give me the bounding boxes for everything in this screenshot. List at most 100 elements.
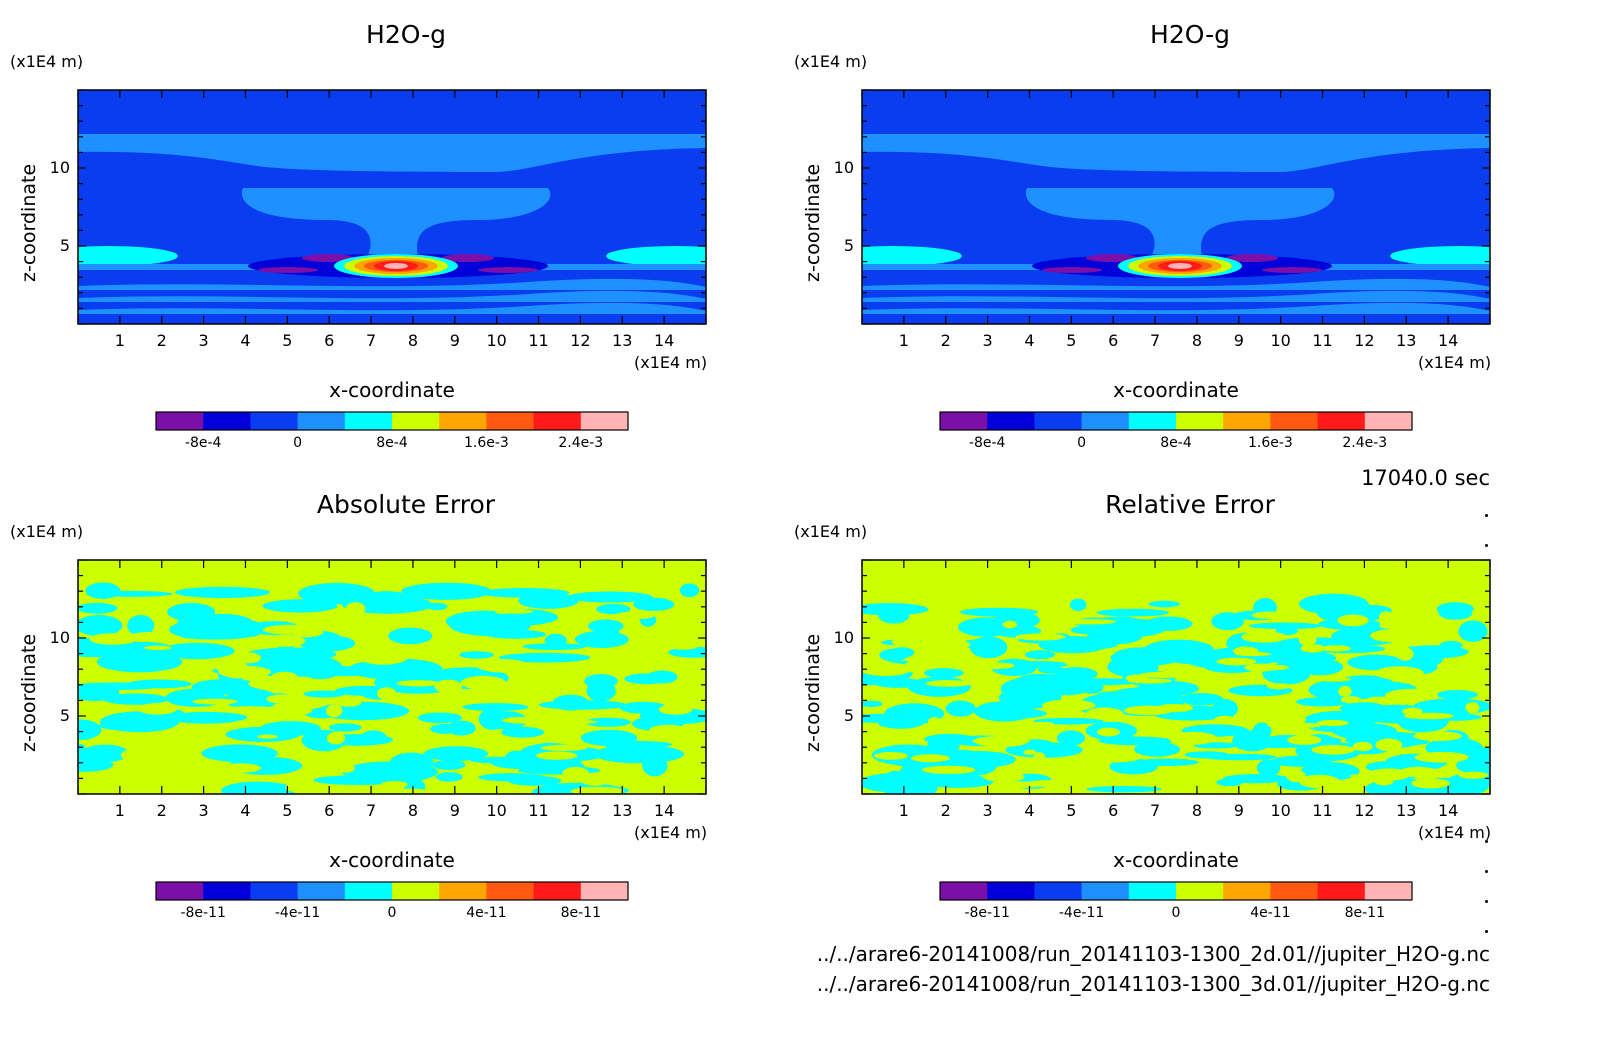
file-path-2: ../../arare6-20141008/run_20141103-1300_… bbox=[816, 972, 1490, 996]
contour-band bbox=[1439, 640, 1463, 650]
contour-band bbox=[478, 773, 547, 782]
x-tick-label: 12 bbox=[1354, 331, 1374, 350]
contour-band bbox=[873, 752, 908, 760]
contour-band bbox=[1385, 688, 1438, 702]
contour-band bbox=[924, 668, 964, 678]
contour-band bbox=[1241, 631, 1288, 643]
x-tick-label: 14 bbox=[1438, 331, 1458, 350]
contour-band bbox=[633, 597, 675, 611]
colorbar-segment bbox=[1128, 882, 1177, 900]
contour-band bbox=[241, 188, 551, 256]
contour-band bbox=[1056, 730, 1085, 746]
contour-band bbox=[345, 602, 366, 615]
contour-band bbox=[1213, 715, 1237, 725]
y-unit-label: (x1E4 m) bbox=[10, 52, 84, 71]
colorbar-frame bbox=[939, 411, 1413, 431]
contour-band bbox=[463, 783, 503, 794]
contour-band bbox=[913, 622, 954, 635]
x-axis-label: x-coordinate bbox=[329, 378, 455, 402]
contour-band bbox=[502, 716, 540, 724]
contour-band bbox=[862, 246, 962, 266]
colorbar-tick-label: -8e-11 bbox=[180, 905, 225, 921]
colorbar-segment bbox=[297, 412, 346, 430]
colorbar-segment bbox=[156, 882, 204, 900]
x-tick-label: 9 bbox=[450, 801, 460, 820]
contour-band bbox=[470, 618, 488, 627]
y-tick-label: 5 bbox=[60, 236, 70, 255]
contour-band bbox=[115, 641, 174, 657]
contour-band bbox=[1352, 741, 1373, 752]
contour-band bbox=[432, 759, 466, 770]
x-axis-label: x-coordinate bbox=[329, 848, 455, 872]
plot-area bbox=[78, 560, 706, 794]
contour-band bbox=[928, 717, 942, 726]
contour-band bbox=[1134, 741, 1181, 757]
colorbar-tick-label: 8e-4 bbox=[376, 435, 408, 451]
colorbar-tick-label: 8e-11 bbox=[1345, 905, 1385, 921]
contour-band bbox=[1262, 267, 1322, 273]
x-tick-label: 11 bbox=[528, 331, 548, 350]
contour-band bbox=[430, 723, 461, 734]
contour-band bbox=[606, 246, 706, 266]
contour-band bbox=[78, 615, 123, 636]
x-tick-label: 5 bbox=[1066, 331, 1076, 350]
x-tick-label: 10 bbox=[486, 331, 506, 350]
contour-band bbox=[459, 651, 494, 659]
x-tick-label: 2 bbox=[941, 801, 951, 820]
contour-band bbox=[1266, 683, 1292, 690]
contour-band bbox=[338, 763, 355, 773]
contour-band bbox=[649, 724, 688, 736]
contour-band bbox=[619, 701, 668, 714]
contour-band bbox=[910, 754, 950, 763]
contour-band bbox=[266, 694, 300, 704]
contour-band bbox=[417, 712, 463, 724]
tick-marks bbox=[861, 559, 1491, 795]
x-tick-label: 6 bbox=[324, 331, 334, 350]
contour-band bbox=[362, 635, 387, 641]
time-annotation: 17040.0 sec bbox=[1361, 466, 1490, 490]
contour-band bbox=[1036, 683, 1091, 696]
y-unit-label: (x1E4 m) bbox=[794, 52, 868, 71]
tick-marks bbox=[77, 559, 707, 795]
contour-band bbox=[1096, 608, 1170, 617]
contour-band bbox=[442, 254, 494, 262]
contour-band bbox=[334, 698, 362, 707]
contour-band bbox=[1399, 766, 1438, 778]
x-tick-label: 7 bbox=[366, 801, 376, 820]
contour-band bbox=[235, 652, 261, 664]
separator-dot bbox=[1485, 544, 1488, 547]
contour-band bbox=[501, 726, 545, 738]
x-tick-label: 13 bbox=[1396, 801, 1416, 820]
contour-band bbox=[1144, 616, 1193, 631]
colorbar-segment bbox=[1223, 412, 1271, 430]
contour-band bbox=[435, 772, 463, 782]
colorbar-segment bbox=[250, 882, 299, 900]
contour-band bbox=[359, 651, 408, 665]
colorbar-tick-label: -8e-4 bbox=[185, 435, 222, 451]
colorbar-segment bbox=[439, 882, 487, 900]
x-tick-label: 13 bbox=[1396, 331, 1416, 350]
panel-h2o-right: H2O-g (x1E4 m) z-coordinate 1 2 3 4 5 6 7 8 9 10 1… bbox=[784, 0, 1564, 480]
panel-title: Relative Error bbox=[1105, 490, 1275, 519]
contour-band bbox=[85, 582, 121, 599]
contour-band bbox=[1023, 749, 1037, 755]
contour-band bbox=[235, 620, 264, 637]
contour-band bbox=[925, 680, 973, 687]
x-tick-label: 14 bbox=[1438, 801, 1458, 820]
x-tick-label: 3 bbox=[199, 801, 209, 820]
contour-band bbox=[1061, 637, 1132, 645]
contour-band bbox=[78, 134, 706, 172]
y-tick-label: 10 bbox=[834, 628, 854, 647]
contour-band bbox=[462, 703, 529, 712]
contour-band bbox=[262, 624, 315, 635]
contour-band bbox=[1096, 727, 1120, 737]
colorbar-segment bbox=[987, 412, 1035, 430]
x-tick-label: 1 bbox=[115, 801, 125, 820]
contour-band bbox=[336, 650, 355, 664]
contour-band bbox=[285, 782, 309, 793]
contour-band bbox=[1216, 657, 1257, 666]
colorbar-tick-label: 8e-4 bbox=[1160, 435, 1192, 451]
contour-band bbox=[1085, 707, 1124, 720]
